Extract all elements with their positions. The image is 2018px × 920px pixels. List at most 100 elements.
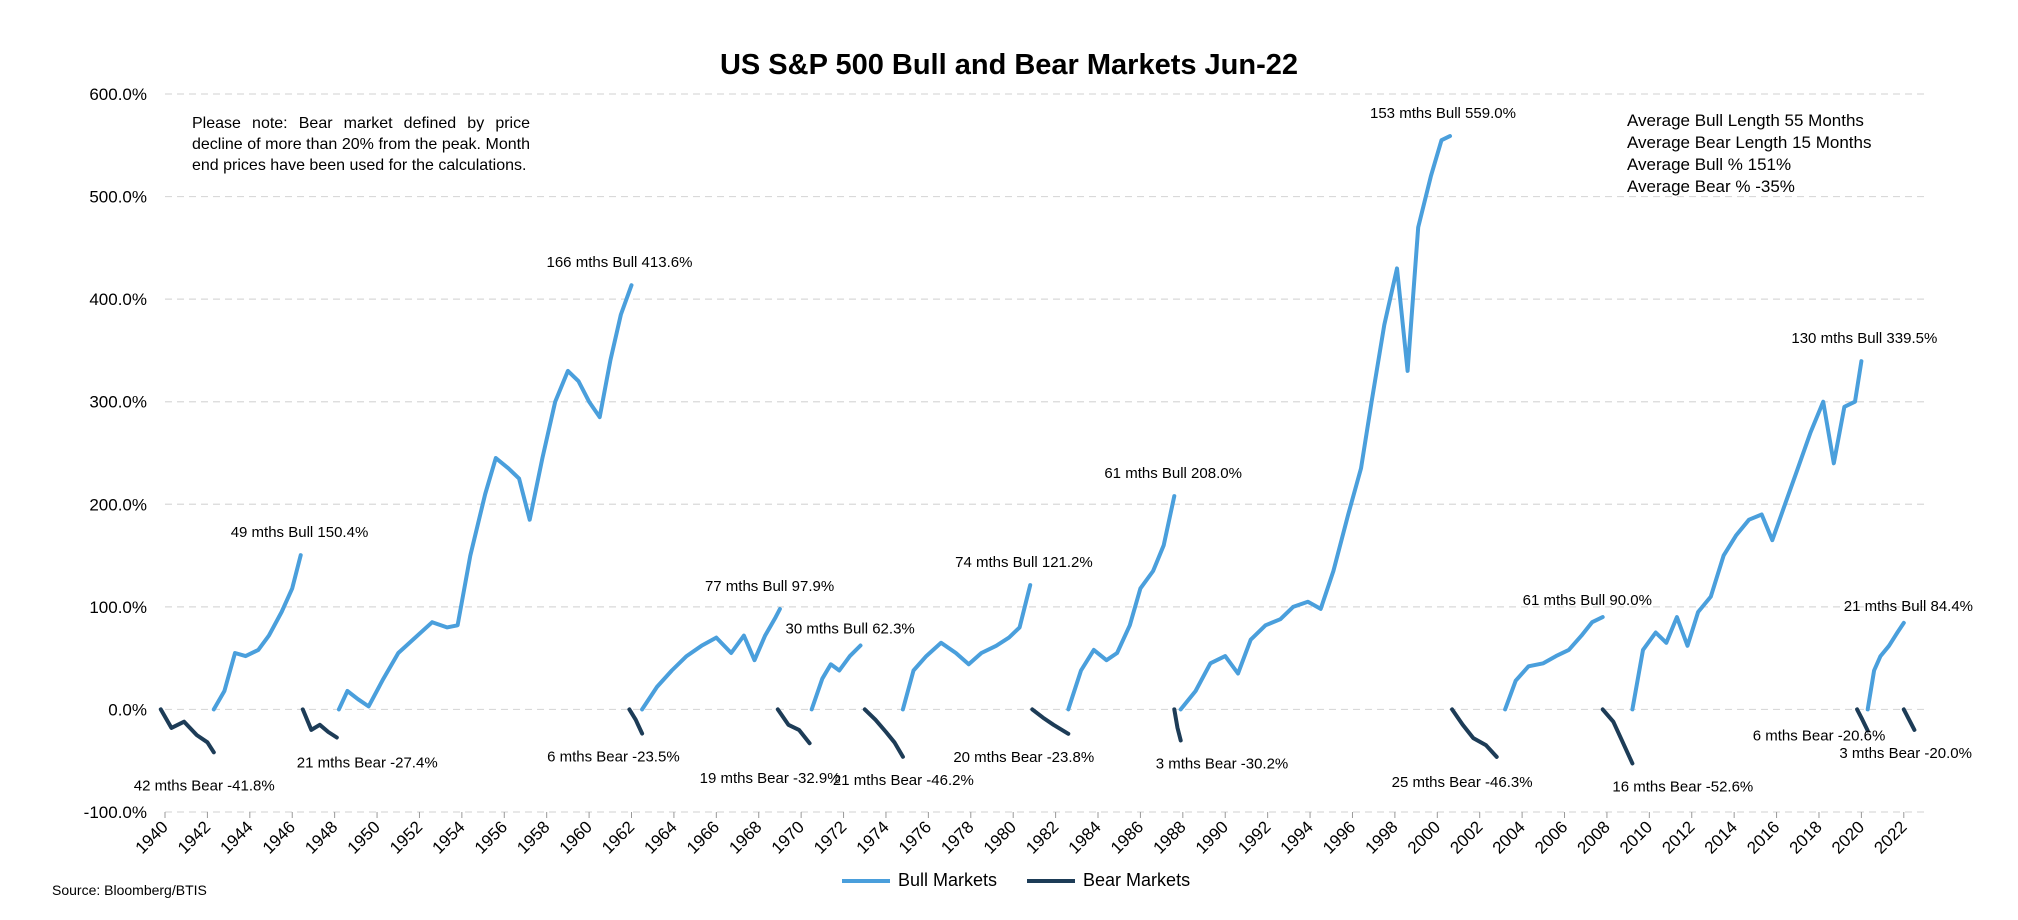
bull-market-line <box>809 643 863 712</box>
x-tick-label: 1950 <box>344 817 384 857</box>
bull-market-line <box>1503 615 1605 712</box>
bull-segment-label: 77 mths Bull 97.9% <box>705 578 834 595</box>
bull-market-line <box>1630 359 1864 712</box>
series-lines <box>158 134 1917 766</box>
x-tick-label: 1956 <box>471 817 511 857</box>
bull-segment-label: 166 mths Bull 413.6% <box>547 254 693 271</box>
x-tick-label: 1970 <box>768 817 808 857</box>
x-tick-label: 1998 <box>1362 817 1402 857</box>
y-tick-label: 300.0% <box>89 393 147 412</box>
legend-swatch-bear <box>1027 878 1076 883</box>
y-tick-label: -100.0% <box>84 803 147 822</box>
bear-market-line <box>158 707 216 755</box>
bull-segment-label: 130 mths Bull 339.5% <box>1791 330 1937 347</box>
bear-market-line <box>1855 707 1870 733</box>
stat-avg-bear-length: Average Bear Length 15 Months <box>1627 133 1872 152</box>
source-note: Source: Bloomberg/BTIS <box>52 882 207 898</box>
stat-avg-bull-pct: Average Bull % 151% <box>1627 155 1792 174</box>
chart-title: US S&P 500 Bull and Bear Markets Jun-22 <box>720 49 1298 81</box>
bull-market-line <box>1865 620 1906 712</box>
bull-market-line <box>1066 494 1177 712</box>
x-tick-label: 1954 <box>429 817 469 857</box>
x-tick-label: 1988 <box>1149 817 1189 857</box>
x-tick-label: 2002 <box>1446 817 1486 857</box>
x-tick-label: 2010 <box>1616 817 1656 857</box>
legend-label-bear: Bear Markets <box>1083 870 1191 890</box>
x-axis-ticks: 1940 1942 1944 1946 1948 1950 1952 1954 1956 1958… <box>132 812 1911 858</box>
bull-market-line <box>900 583 1033 712</box>
x-tick-label: 2020 <box>1828 817 1868 857</box>
bull-segment-label: 49 mths Bull 150.4% <box>231 524 369 541</box>
y-tick-label: 400.0% <box>89 290 147 309</box>
x-tick-label: 2006 <box>1531 817 1571 857</box>
bear-segment-label: 19 mths Bear -32.9% <box>700 770 841 787</box>
bear-market-line <box>775 707 812 746</box>
y-tick-label: 0.0% <box>108 700 147 719</box>
bear-segment-label: 16 mths Bear -52.6% <box>1612 778 1753 795</box>
x-tick-label: 1958 <box>513 817 553 857</box>
x-tick-label: 1942 <box>174 817 214 857</box>
x-tick-label: 1948 <box>301 817 341 857</box>
x-tick-label: 1960 <box>556 817 596 857</box>
x-tick-label: 2004 <box>1489 817 1529 857</box>
x-tick-label: 1968 <box>725 817 765 857</box>
bear-market-line <box>1172 707 1183 743</box>
y-tick-label: 100.0% <box>89 598 147 617</box>
y-axis-ticks: -100.0% 0.0% 100.0% 200.0% 300.0% 400.0% 500.0… <box>84 85 147 822</box>
x-tick-label: 1972 <box>810 817 850 857</box>
x-tick-label: 1964 <box>641 817 681 857</box>
x-tick-label: 1946 <box>259 817 299 857</box>
x-tick-label: 1952 <box>386 817 426 857</box>
bear-segment-label: 21 mths Bear -27.4% <box>297 755 438 772</box>
bear-segment-label: 25 mths Bear -46.3% <box>1392 774 1533 791</box>
bear-market-line <box>1600 707 1635 766</box>
x-tick-label: 1940 <box>132 817 172 857</box>
bull-market-line <box>1178 134 1452 712</box>
bull-market-line <box>211 553 303 712</box>
bear-market-line <box>862 707 905 759</box>
x-tick-label: 1994 <box>1277 817 1317 857</box>
stat-avg-bull-length: Average Bull Length 55 Months <box>1627 111 1864 130</box>
x-tick-label: 2018 <box>1786 817 1826 857</box>
average-stats: Average Bull Length 55 Months Average Be… <box>1627 110 1871 198</box>
bear-segment-label: 3 mths Bear -30.2% <box>1156 755 1289 772</box>
bull-segment-label: 153 mths Bull 559.0% <box>1370 105 1516 122</box>
y-tick-label: 500.0% <box>89 188 147 207</box>
x-tick-label: 1944 <box>216 817 256 857</box>
legend-item-bull: Bull Markets <box>842 870 997 891</box>
x-tick-label: 1996 <box>1319 817 1359 857</box>
x-tick-label: 1962 <box>598 817 638 857</box>
x-tick-label: 2012 <box>1658 817 1698 857</box>
x-tick-label: 1978 <box>937 817 977 857</box>
x-tick-label: 2008 <box>1574 817 1614 857</box>
x-tick-label: 2000 <box>1404 817 1444 857</box>
x-tick-label: 1982 <box>1022 817 1062 857</box>
legend-label-bull: Bull Markets <box>898 870 998 890</box>
x-tick-label: 1990 <box>1192 817 1232 857</box>
segment-labels: 49 mths Bull 150.4% 166 mths Bull 413.6% 7… <box>134 105 1973 795</box>
y-tick-label: 600.0% <box>89 85 147 104</box>
legend: Bull Markets Bear Markets <box>842 870 1190 891</box>
x-tick-label: 1984 <box>1065 817 1105 857</box>
x-tick-label: 2014 <box>1701 817 1741 857</box>
x-tick-label: 1974 <box>853 817 893 857</box>
stat-avg-bear-pct: Average Bear % -35% <box>1627 177 1795 196</box>
legend-item-bear: Bear Markets <box>1027 870 1190 891</box>
bear-market-line <box>300 707 339 740</box>
bull-segment-label: 74 mths Bull 121.2% <box>955 554 1093 571</box>
x-tick-label: 1980 <box>980 817 1020 857</box>
bear-market-line <box>627 707 645 736</box>
bear-market-line <box>1030 707 1071 736</box>
bull-segment-label: 61 mths Bull 208.0% <box>1104 465 1242 482</box>
bear-segment-label: 20 mths Bear -23.8% <box>953 749 1094 766</box>
bear-market-line <box>1901 707 1917 732</box>
bear-market-line <box>1450 707 1499 759</box>
bull-market-line <box>640 607 782 712</box>
x-tick-label: 1976 <box>895 817 935 857</box>
x-tick-label: 1992 <box>1234 817 1274 857</box>
bull-segment-label: 30 mths Bull 62.3% <box>786 621 915 638</box>
bear-segment-label: 3 mths Bear -20.0% <box>1839 745 1972 762</box>
definition-note: Please note: Bear market defined by pric… <box>192 115 530 174</box>
bull-market-line <box>336 283 634 712</box>
